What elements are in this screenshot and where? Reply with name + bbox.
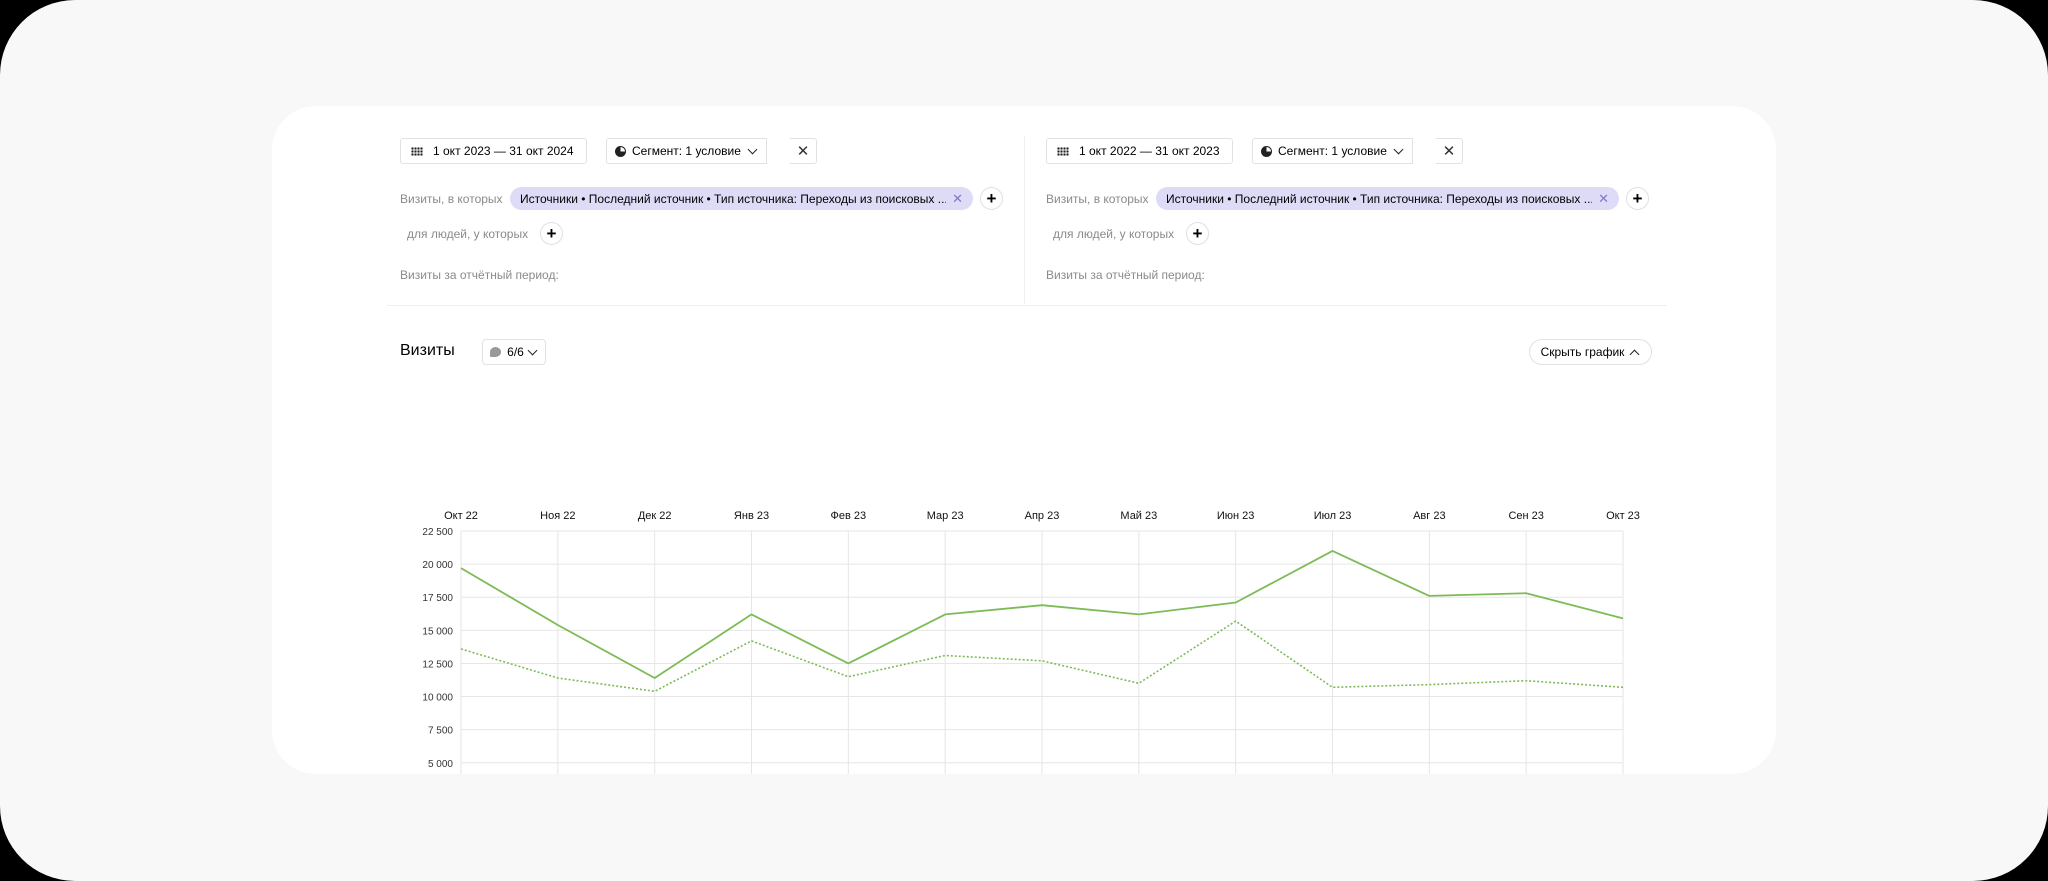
pie-chart-icon bbox=[615, 145, 626, 157]
y-tick-label: 7 500 bbox=[428, 726, 453, 737]
x-top-tick-label: Авг 23 bbox=[1413, 510, 1445, 522]
chart-grid bbox=[460, 530, 1624, 774]
close-icon[interactable]: ✕ bbox=[1598, 190, 1609, 206]
filter-tag-text: Источники • Последний источник • Тип ист… bbox=[1166, 191, 1593, 206]
people-where-label: для людей, у которых bbox=[407, 227, 529, 241]
visits-where-label: Визиты, в которых bbox=[1046, 192, 1149, 206]
date-range-button[interactable]: 1 окт 2023 — 31 окт 2024 bbox=[400, 138, 587, 164]
comment-bubble-icon bbox=[490, 347, 502, 357]
x-axis-top: Окт 22 Ноя 22 Дек 22 Янв 23 Фев 23 Мар 23 Апр … bbox=[444, 510, 1640, 522]
filter-tag-text: Источники • Последний источник • Тип ист… bbox=[520, 191, 947, 206]
series-line-2 bbox=[460, 620, 1624, 693]
y-tick-label: 12 500 bbox=[422, 659, 453, 670]
y-tick-label: 15 000 bbox=[422, 626, 453, 637]
plus-icon: + bbox=[546, 223, 557, 243]
chevron-up-icon bbox=[1629, 349, 1640, 359]
panel-divider bbox=[1024, 136, 1025, 304]
plus-icon: + bbox=[1192, 223, 1203, 243]
segment-remove-button[interactable]: ✕ bbox=[1436, 138, 1463, 164]
filter-tag[interactable]: Источники • Последний источник • Тип ист… bbox=[510, 187, 973, 210]
visits-where-label: Визиты, в которых bbox=[400, 192, 503, 206]
y-tick-label: 22 500 bbox=[422, 527, 453, 538]
segment-label: Сегмент: 1 условие bbox=[632, 144, 741, 158]
date-range-label: 1 окт 2023 — 31 окт 2024 bbox=[433, 144, 574, 158]
x-top-tick-label: Фев 23 bbox=[831, 510, 867, 522]
x-top-tick-label: Сен 23 bbox=[1508, 510, 1543, 522]
plus-icon: + bbox=[1632, 188, 1643, 208]
y-tick-label: 17 500 bbox=[422, 593, 453, 604]
calendar-grid-icon bbox=[411, 146, 423, 156]
visits-line-chart[interactable]: 22 500 20 000 17 500 15 000 12 500 10 000 7 50… bbox=[272, 396, 1776, 774]
date-range-label: 1 окт 2022 — 31 окт 2023 bbox=[1079, 144, 1220, 158]
plus-icon: + bbox=[986, 188, 997, 208]
chevron-down-icon bbox=[1393, 144, 1404, 155]
close-icon: ✕ bbox=[796, 142, 810, 160]
x-top-tick-label: Май 23 bbox=[1120, 510, 1157, 522]
hide-chart-button[interactable]: Скрыть график bbox=[1529, 339, 1652, 365]
x-top-tick-label: Июн 23 bbox=[1217, 510, 1255, 522]
pie-chart-icon bbox=[1261, 145, 1272, 157]
comments-dropdown[interactable]: 6/6 bbox=[482, 339, 546, 365]
segment-label: Сегмент: 1 условие bbox=[1278, 144, 1387, 158]
add-people-condition-button[interactable]: + bbox=[1186, 222, 1209, 245]
chart-series bbox=[460, 549, 1624, 693]
calendar-grid-icon bbox=[1057, 146, 1069, 156]
x-top-tick-label: Янв 23 bbox=[734, 510, 769, 522]
segment-panel-right: 1 окт 2022 — 31 окт 2023 Сегмент: 1 усло… bbox=[1046, 106, 1682, 306]
x-top-tick-label: Мар 23 bbox=[927, 510, 964, 522]
chevron-down-icon bbox=[747, 144, 758, 155]
close-icon: ✕ bbox=[1442, 142, 1456, 160]
people-where-label: для людей, у которых bbox=[1053, 227, 1175, 241]
period-label: Визиты за отчётный период: bbox=[1046, 268, 1205, 282]
x-top-tick-label: Ноя 22 bbox=[540, 510, 575, 522]
series-line-1 bbox=[460, 549, 1624, 679]
chevron-down-icon bbox=[527, 345, 538, 356]
add-people-condition-button[interactable]: + bbox=[540, 222, 563, 245]
y-tick-label: 5 000 bbox=[428, 759, 453, 770]
add-visit-condition-button[interactable]: + bbox=[980, 187, 1003, 210]
y-tick-label: 20 000 bbox=[422, 560, 453, 571]
x-top-tick-label: Дек 22 bbox=[638, 510, 672, 522]
segment-remove-button[interactable]: ✕ bbox=[790, 138, 817, 164]
chart-title: Визиты bbox=[400, 342, 455, 359]
segment-dropdown[interactable]: Сегмент: 1 условие bbox=[606, 138, 767, 164]
filter-tag[interactable]: Источники • Последний источник • Тип ист… bbox=[1156, 187, 1619, 210]
x-top-tick-label: Окт 22 bbox=[444, 510, 478, 522]
y-tick-label: 10 000 bbox=[422, 693, 453, 704]
comments-count: 6/6 bbox=[507, 345, 524, 359]
x-top-tick-label: Окт 23 bbox=[1606, 510, 1640, 522]
x-top-tick-label: Июл 23 bbox=[1314, 510, 1352, 522]
hide-chart-label: Скрыть график bbox=[1540, 345, 1625, 359]
report-card: 1 окт 2023 — 31 окт 2024 Сегмент: 1 усло… bbox=[272, 106, 1776, 774]
segment-panel-left: 1 окт 2023 — 31 окт 2024 Сегмент: 1 усло… bbox=[400, 106, 1036, 306]
period-label: Визиты за отчётный период: bbox=[400, 268, 559, 282]
x-top-tick-label: Апр 23 bbox=[1025, 510, 1060, 522]
date-range-button[interactable]: 1 окт 2022 — 31 окт 2023 bbox=[1046, 138, 1233, 164]
close-icon[interactable]: ✕ bbox=[952, 190, 963, 206]
y-axis-ticks: 22 500 20 000 17 500 15 000 12 500 10 000 7 50… bbox=[422, 527, 453, 770]
add-visit-condition-button[interactable]: + bbox=[1626, 187, 1649, 210]
section-divider bbox=[387, 305, 1667, 306]
segment-dropdown[interactable]: Сегмент: 1 условие bbox=[1252, 138, 1413, 164]
